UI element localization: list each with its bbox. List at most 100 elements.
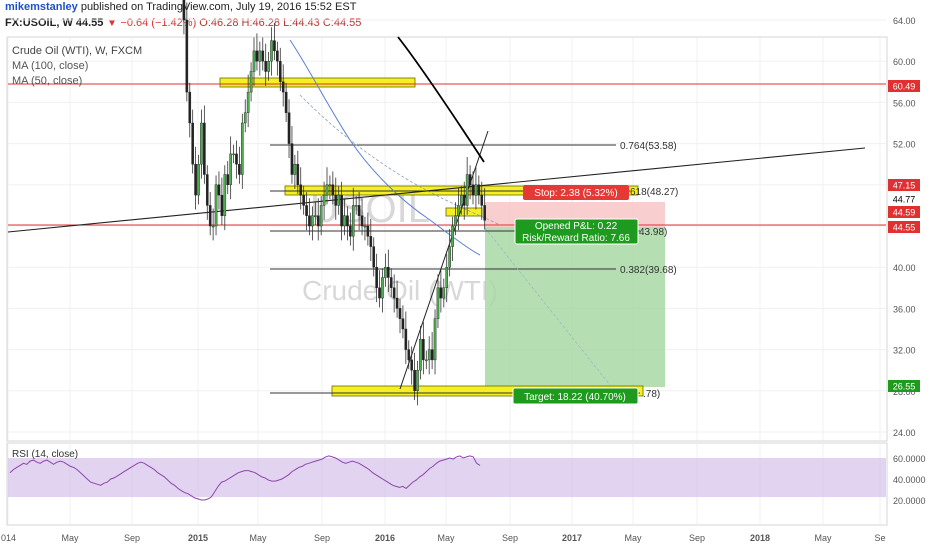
candle — [220, 177, 224, 225]
candle — [197, 154, 200, 205]
time-label: May — [437, 533, 455, 543]
resistance-box[interactable] — [219, 77, 416, 88]
candle — [392, 274, 396, 313]
time-label: 2017 — [562, 533, 582, 543]
candle — [188, 82, 192, 138]
candle — [363, 216, 367, 241]
time-label: Se — [874, 533, 885, 543]
axes: 64.0060.0056.0052.0048.0044.0040.0036.00… — [1, 16, 926, 543]
candle — [267, 51, 270, 81]
stop-badge[interactable]: Stop: 2.38 (5.32%) — [523, 185, 629, 200]
falling-curve[interactable] — [397, 36, 485, 163]
candle — [276, 41, 279, 76]
candle — [384, 253, 387, 287]
rsi-tick-label: 20.0000 — [893, 496, 926, 506]
candle — [281, 64, 285, 107]
candle — [471, 171, 475, 205]
price-tick-label: 64.00 — [893, 16, 916, 26]
fib-label-5: 43.98) — [639, 227, 667, 238]
candle — [474, 167, 478, 210]
candle — [451, 216, 454, 262]
candle — [375, 253, 378, 303]
price-badge[interactable]: 60.49 — [888, 80, 920, 92]
author-link[interactable]: mikemstanley — [5, 1, 78, 13]
candle — [325, 167, 329, 205]
candle — [243, 99, 247, 133]
candle — [238, 146, 241, 184]
time-label: Sep — [689, 533, 705, 543]
candle — [278, 47, 282, 92]
candle — [369, 218, 373, 262]
target-badge[interactable]: Target: 18.22 (40.70%) — [512, 387, 639, 405]
ma100-line[interactable] — [299, 94, 501, 226]
demand-box[interactable] — [331, 385, 644, 397]
price-badge-text: 60.49 — [893, 82, 916, 92]
candle — [357, 192, 361, 231]
candle — [305, 192, 308, 231]
candle — [328, 175, 332, 200]
candle — [290, 126, 294, 184]
candle — [366, 212, 370, 246]
price-tick-label: 32.00 — [893, 346, 916, 356]
candle — [410, 346, 413, 385]
candle — [395, 280, 399, 318]
candle — [287, 99, 291, 159]
rr-text: Risk/Reward Ratio: 7.66 — [522, 233, 630, 244]
time-label: Sep — [314, 533, 330, 543]
candle — [226, 161, 230, 195]
candle — [349, 212, 352, 246]
price-badge-text: 26.55 — [893, 382, 916, 392]
price-badge[interactable]: 26.55 — [888, 380, 920, 392]
candle — [477, 175, 481, 205]
candle — [314, 202, 317, 225]
time-label: 2016 — [375, 533, 395, 543]
candle — [308, 198, 311, 236]
candle — [208, 192, 212, 236]
price-tick-label: 40.00 — [893, 263, 916, 273]
price-badge[interactable]: 44.77 — [888, 193, 920, 205]
candle — [427, 336, 431, 375]
candle — [299, 167, 303, 210]
candle — [354, 196, 358, 215]
candle — [194, 146, 197, 210]
candle — [445, 253, 449, 303]
legend-ma50[interactable]: MA (50, close) — [12, 75, 82, 87]
price-badge[interactable]: 44.59 — [888, 206, 920, 218]
pnl-badge[interactable]: Opened P&L: 0.22 Risk/Reward Ratio: 7.66 — [514, 218, 639, 245]
candle — [372, 237, 376, 277]
candle — [249, 62, 253, 102]
candle — [322, 181, 326, 220]
projection-line — [484, 227, 611, 386]
candle — [468, 165, 472, 200]
time-label: Sep — [124, 533, 140, 543]
candle — [229, 136, 232, 200]
candle — [273, 23, 276, 61]
candles — [182, 0, 486, 406]
fib-label-0: .78) — [643, 389, 660, 400]
candle — [351, 187, 355, 251]
rsi-line[interactable] — [9, 455, 481, 501]
time-label: 014 — [1, 533, 16, 543]
candle — [424, 350, 428, 370]
candle — [261, 37, 265, 71]
time-label: May — [249, 533, 267, 543]
candle — [334, 177, 338, 220]
long-trendline[interactable] — [7, 147, 866, 233]
legend-ma100[interactable]: MA (100, close) — [12, 60, 88, 72]
candle — [457, 187, 460, 231]
price-badge[interactable]: 44.55 — [888, 221, 920, 233]
candle — [430, 332, 434, 370]
candle — [416, 360, 419, 406]
price-tick-label: 56.00 — [893, 98, 916, 108]
candle — [214, 175, 218, 236]
candle — [343, 198, 346, 236]
target-text: Target: 18.22 (40.70%) — [524, 392, 626, 403]
time-label: May — [814, 533, 832, 543]
candle — [302, 185, 305, 215]
pnl-text: Opened P&L: 0.22 — [535, 221, 618, 232]
price-badge-text: 44.59 — [893, 208, 916, 218]
price-badge[interactable]: 47.15 — [888, 179, 920, 191]
chart-frame — [6, 36, 888, 526]
